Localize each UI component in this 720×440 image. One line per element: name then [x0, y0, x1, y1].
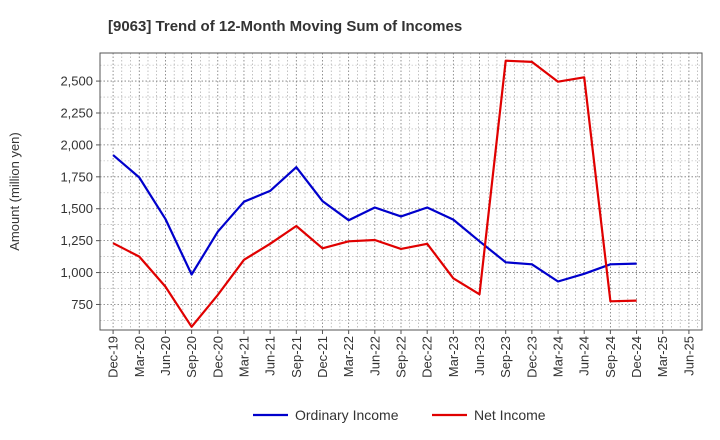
- x-tick-label: Jun-22: [367, 336, 382, 376]
- x-tick-label: Dec-24: [629, 336, 644, 378]
- y-tick-label: 2,250: [60, 105, 93, 120]
- x-tick-label: Mar-23: [446, 336, 461, 377]
- x-tick-label: Jun-20: [158, 336, 173, 376]
- x-tick-label: Dec-21: [315, 336, 330, 378]
- legend-label-ordinary-income: Ordinary Income: [295, 407, 399, 423]
- x-tick-label: Sep-21: [289, 336, 304, 378]
- x-tick-label: Sep-20: [184, 336, 199, 378]
- x-tick-label: Dec-19: [106, 336, 121, 378]
- legend-item-ordinary-income: Ordinary Income: [253, 407, 399, 423]
- y-tick-label: 750: [71, 297, 93, 312]
- series-line-ordinary-income: [112, 154, 637, 283]
- y-tick-label: 1,250: [60, 233, 93, 248]
- y-axis-label: Amount (million yen): [7, 132, 22, 251]
- series-layer: [112, 59, 637, 328]
- x-tick-label: Mar-21: [236, 336, 251, 377]
- x-tick-label: Mar-20: [132, 336, 147, 377]
- x-tick-label: Jun-21: [263, 336, 278, 376]
- legend-item-net-income: Net Income: [432, 407, 546, 423]
- x-tick-label: Mar-22: [341, 336, 356, 377]
- y-tick-label: 1,000: [60, 265, 93, 280]
- series-line-net-income: [112, 59, 637, 328]
- x-tick-label: Mar-25: [655, 336, 670, 377]
- legend: Ordinary Income Net Income: [253, 407, 546, 423]
- y-tick-label: 1,500: [60, 201, 93, 216]
- y-tick-label: 2,000: [60, 137, 93, 152]
- x-tick-label: Jun-25: [681, 336, 696, 376]
- x-tick-label: Sep-23: [498, 336, 513, 378]
- x-tick-label: Dec-22: [420, 336, 435, 378]
- legend-label-net-income: Net Income: [474, 407, 546, 423]
- x-tick-label: Mar-24: [551, 336, 566, 377]
- x-axis-ticks: Dec-19 Mar-20 Jun-20 Sep-20 Dec-20 Mar-21 Jun-…: [106, 330, 696, 378]
- y-tick-label: 1,750: [60, 169, 93, 184]
- grid-layer: [100, 53, 702, 330]
- x-tick-label: Jun-23: [472, 336, 487, 376]
- x-tick-label: Dec-23: [524, 336, 539, 378]
- y-tick-label: 2,500: [60, 74, 93, 89]
- x-tick-label: Sep-22: [394, 336, 409, 378]
- x-tick-label: Dec-20: [210, 336, 225, 378]
- x-tick-label: Jun-24: [577, 336, 592, 376]
- chart-title: [9063] Trend of 12-Month Moving Sum of I…: [108, 18, 462, 35]
- y-axis-ticks: 750 1,000 1,250 1,500 1,750 2,000 2,250 2,500: [60, 74, 100, 312]
- x-tick-label: Sep-24: [603, 336, 618, 378]
